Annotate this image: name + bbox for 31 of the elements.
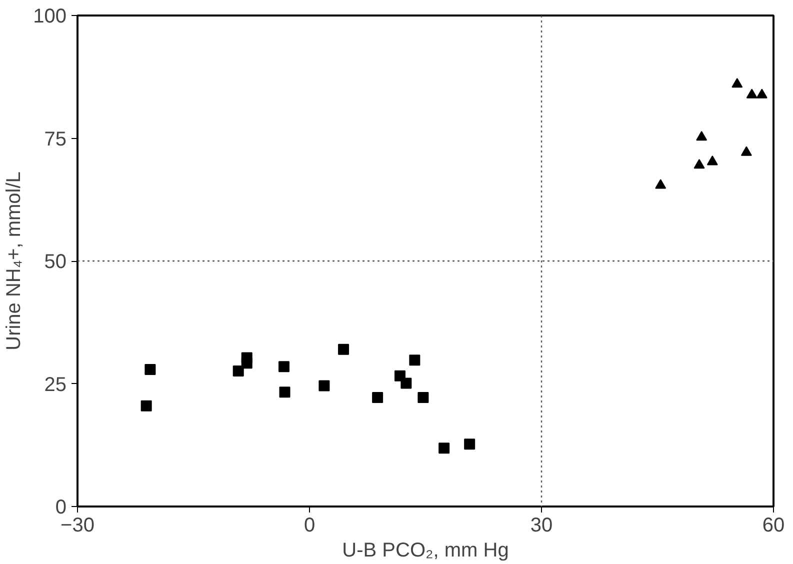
y-axis-title: Urine NH₄+, mmol/L (3, 172, 26, 350)
point (338, 344, 350, 355)
point (438, 442, 450, 454)
y-tick-label: 25 (44, 374, 67, 396)
point (241, 358, 252, 369)
x-axis-title: U-B PCO₂, mm Hg (342, 540, 509, 562)
point (694, 158, 705, 169)
point (279, 386, 290, 398)
point (409, 354, 420, 366)
point (140, 400, 152, 412)
y-tick-label: 50 (44, 251, 67, 273)
point (464, 438, 476, 450)
point (144, 364, 156, 376)
point (278, 361, 290, 372)
point (372, 392, 384, 403)
point (746, 88, 758, 98)
point (740, 146, 752, 156)
x-tick-label: 0 (304, 514, 316, 536)
point (400, 378, 412, 389)
x-tick-label: 60 (762, 514, 785, 536)
point (418, 392, 429, 403)
point (756, 88, 768, 98)
y-tick-label: 75 (44, 128, 67, 150)
x-tick-label: 30 (530, 514, 553, 536)
point (706, 156, 718, 166)
point (232, 365, 244, 376)
point (696, 130, 708, 141)
point (655, 179, 666, 189)
point (732, 78, 743, 88)
y-tick-label: 100 (33, 6, 67, 28)
point (318, 380, 330, 392)
